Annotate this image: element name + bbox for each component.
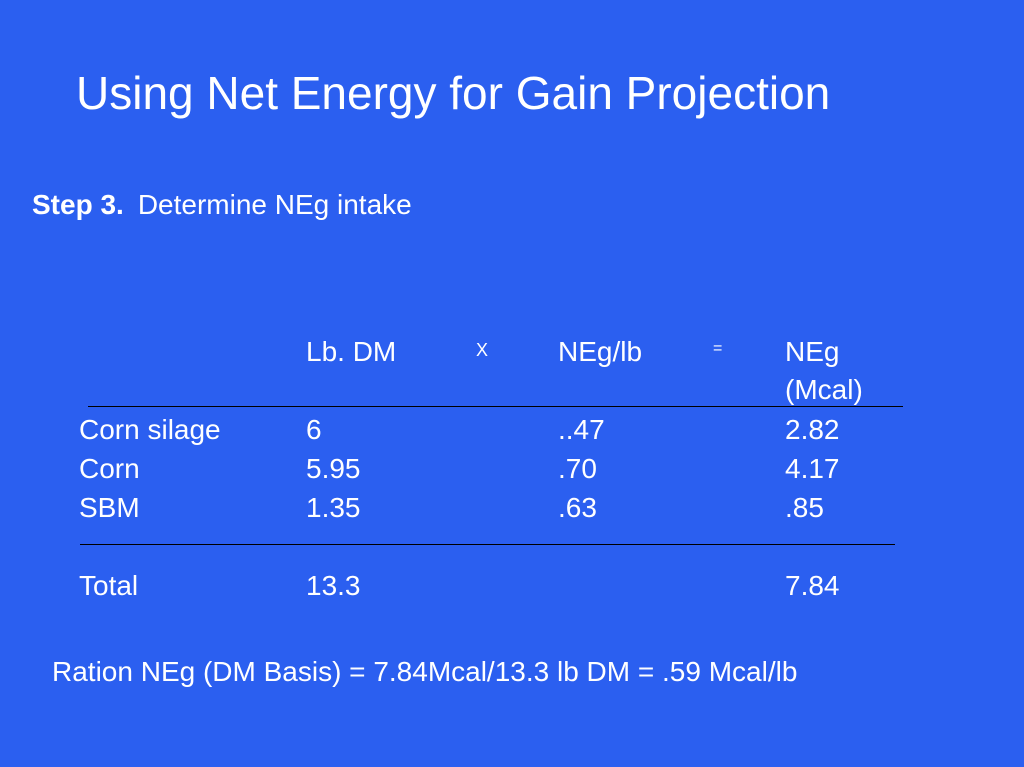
step-line: Step 3. Determine NEg intake [32, 188, 412, 222]
header-neg-line1: NEg [785, 336, 840, 367]
row-lb-dm: 5.95 [306, 453, 361, 484]
equals-operator: = [713, 340, 723, 357]
row-feed: SBM [79, 492, 140, 523]
row-lb-dm: 1.35 [306, 492, 361, 523]
total-neg: 7.84 [785, 570, 840, 601]
row-neg: 2.82 [785, 414, 840, 445]
step-label: Step 3. [32, 189, 124, 220]
slide-title: Using Net Energy for Gain Projection [76, 67, 831, 119]
ration-summary: Ration NEg (DM Basis) = 7.84Mcal/13.3 lb… [52, 656, 798, 687]
times-operator: X [476, 340, 489, 360]
header-neg-per-lb: NEg/lb [558, 336, 643, 367]
header-neg-line2: (Mcal) [785, 374, 863, 405]
total-rule [80, 544, 895, 545]
step-text: Determine NEg intake [137, 189, 412, 220]
row-neg-per-lb: .63 [558, 492, 597, 523]
row-neg-per-lb: ..47 [558, 414, 605, 445]
row-neg: .85 [785, 492, 824, 523]
row-neg-per-lb: .70 [558, 453, 597, 484]
row-feed: Corn [79, 453, 140, 484]
header-rule [88, 406, 903, 407]
header-lb-dm: Lb. DM [306, 336, 397, 367]
row-feed: Corn silage [79, 414, 221, 445]
total-label: Total [79, 570, 139, 601]
row-neg: 4.17 [785, 453, 840, 484]
row-lb-dm: 6 [306, 414, 322, 445]
total-lb-dm: 13.3 [306, 570, 361, 601]
